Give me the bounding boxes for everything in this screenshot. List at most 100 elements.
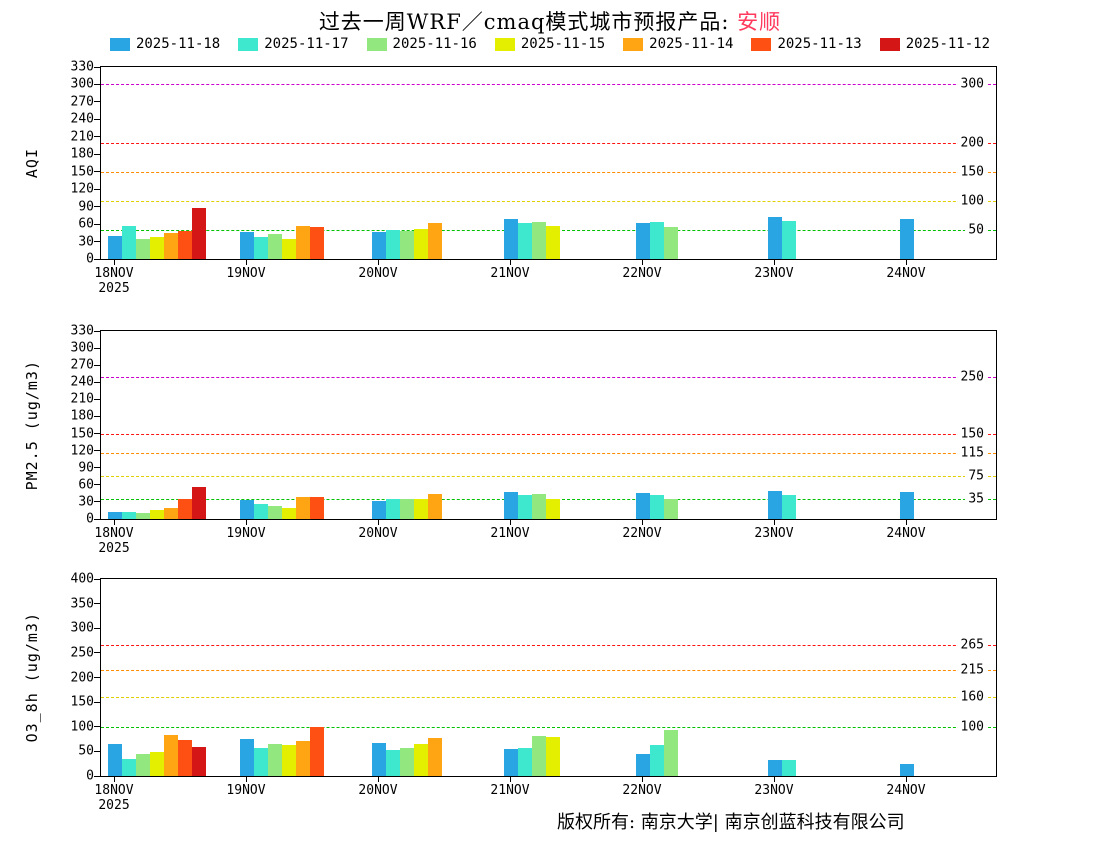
bar-22NOV-2025-11-18 [636,754,650,776]
plot-area-pm25: 0 30 60 90 120 150 180 210 240 270 300 330 35 75 115 15… [23,325,997,555]
bar-18NOV-2025-11-13 [178,231,192,259]
bar-18NOV-2025-11-14 [164,232,178,259]
x-tick-mark [246,519,247,525]
bar-20NOV-2025-11-16 [400,231,414,259]
y-tick-label: 120 [70,443,94,459]
x-tick-label: 24NOV [886,783,926,798]
legend-label: 2025-11-15 [520,36,606,52]
y-tick-label: 0 [86,511,94,527]
bar-22NOV-2025-11-16 [664,730,678,776]
legend-swatch-icon [109,37,130,51]
y-tick-mark [94,501,101,503]
x-tick-label: 18NOV [94,526,134,541]
x-tick-label: 18NOV [94,783,134,798]
x-tick-label: 22NOV [622,266,662,281]
y-tick-mark [94,258,101,260]
bar-23NOV-2025-11-18 [768,490,782,519]
x-tick-label: 21NOV [490,526,530,541]
panel-o3-8h: 0 50 100 150 200 250 300 350 400 100 160 215 265 18NO… [23,573,997,812]
x-tick-mark [378,259,379,265]
y-tick-mark [94,223,101,225]
bar-19NOV-2025-11-13 [310,726,324,776]
threshold-line [101,726,996,728]
y-tick-mark [94,206,101,208]
threshold-label: 150 [957,165,987,179]
bar-21NOV-2025-11-15 [546,499,560,519]
threshold-label: 75 [965,469,987,483]
bar-23NOV-2025-11-17 [782,494,796,519]
bar-19NOV-2025-11-14 [296,225,310,259]
threshold-line [101,84,996,86]
threshold-label: 100 [957,194,987,208]
y-tick-label: 150 [70,164,94,180]
y-tick-mark [94,467,101,469]
bar-18NOV-2025-11-12 [192,747,206,776]
y-tick-label: 270 [70,94,94,110]
footer-copyright: 版权所有: 南京大学| 南京创蓝科技有限公司 [557,812,905,833]
x-tick-mark [114,519,115,525]
bar-23NOV-2025-11-17 [782,759,796,776]
bar-20NOV-2025-11-17 [386,229,400,259]
y-tick-label: 150 [70,694,94,710]
bar-19NOV-2025-11-17 [254,236,268,259]
legend-swatch-icon [751,37,772,51]
y-tick-mark [94,726,101,728]
y-tick-label: 90 [78,460,94,476]
y-tick-label: 350 [70,596,94,612]
y-tick-mark [94,66,101,68]
bar-22NOV-2025-11-16 [664,227,678,259]
y-tick-label: 30 [78,234,94,250]
bar-21NOV-2025-11-16 [532,735,546,776]
bar-24NOV-2025-11-18 [900,491,914,519]
y-tick-mark [94,677,101,678]
bar-18NOV-2025-11-14 [164,507,178,519]
x-tick-mark [510,776,511,782]
y-tick-mark [94,578,101,580]
bar-20NOV-2025-11-18 [372,743,386,776]
bar-22NOV-2025-11-17 [650,495,664,519]
legend-label: 2025-11-13 [777,36,862,52]
bar-19NOV-2025-11-17 [254,747,268,776]
bar-19NOV-2025-11-14 [296,497,310,519]
legend-label: 2025-11-18 [135,36,221,52]
bar-18NOV-2025-11-16 [136,512,150,519]
x-tick-label: 19NOV [226,266,266,281]
bar-18NOV-2025-11-18 [108,744,122,776]
bar-18NOV-2025-11-18 [108,235,122,259]
threshold-label: 265 [957,638,987,652]
x-tick-label: 22NOV [622,783,662,798]
bar-21NOV-2025-11-16 [532,221,546,259]
y-tick-mark [94,381,101,383]
threshold-label: 100 [957,720,987,734]
y-tick-mark [94,627,101,629]
x-tick-label: 24NOV [886,266,926,281]
x-tick-label: 22NOV [622,526,662,541]
x-tick-mark [510,259,511,265]
y-tick-mark [94,118,101,120]
bar-21NOV-2025-11-16 [532,493,546,519]
y-tick-mark [94,701,101,703]
plot-area-o3-8h: 0 50 100 150 200 250 300 350 400 100 160 215 265 18NO… [23,573,997,812]
bar-24NOV-2025-11-18 [900,219,914,259]
bar-22NOV-2025-11-18 [636,222,650,259]
bar-24NOV-2025-11-18 [900,763,914,776]
y-axis-title: AQI [23,147,41,179]
y-tick-label: 60 [78,477,94,493]
bar-19NOV-2025-11-18 [240,232,254,259]
y-tick-label: 150 [70,426,94,442]
y-tick-label: 0 [86,768,94,784]
x-tick-label: 18NOV [94,266,134,281]
x-tick-label: 20NOV [358,526,398,541]
x-tick-mark [114,259,115,265]
bar-22NOV-2025-11-18 [636,493,650,519]
y-tick-label: 50 [78,743,94,759]
bar-18NOV-2025-11-16 [136,238,150,259]
y-tick-mark [94,188,101,190]
threshold-line [101,453,996,455]
bar-23NOV-2025-11-18 [768,217,782,259]
y-tick-label: 0 [86,251,94,267]
bar-19NOV-2025-11-17 [254,503,268,519]
x-tick-mark [642,519,643,525]
y-tick-mark [94,101,101,103]
y-tick-mark [94,415,101,417]
